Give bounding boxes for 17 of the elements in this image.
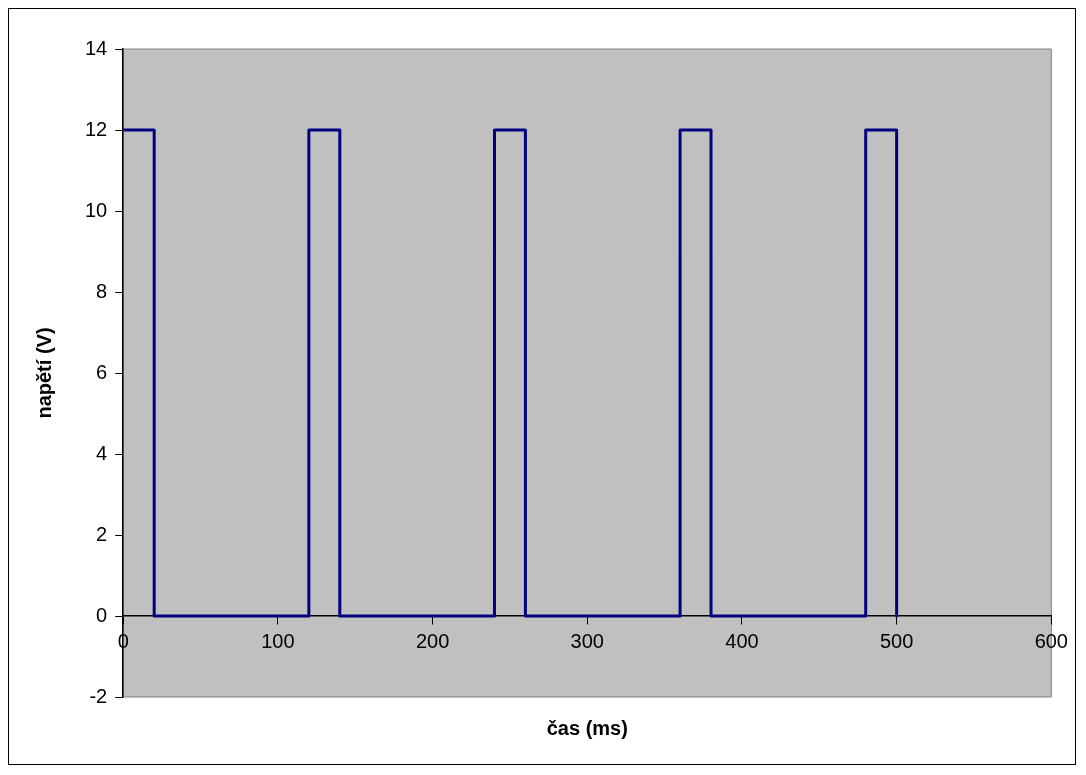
x-tick-label: 100	[261, 629, 295, 652]
y-tick-label: 8	[96, 279, 108, 302]
y-tick-label: 12	[85, 117, 108, 140]
y-tick-label: 2	[96, 522, 108, 545]
x-axis-title: čas (ms)	[546, 716, 628, 739]
y-tick-label: 10	[85, 198, 108, 221]
x-tick-label: 400	[725, 629, 759, 652]
x-tick-label: 300	[570, 629, 604, 652]
y-axis-title: napětí (V)	[32, 327, 55, 419]
y-tick-label: 6	[96, 360, 108, 383]
x-tick-label: 500	[879, 629, 914, 652]
x-tick-label: 200	[415, 629, 450, 652]
y-tick-label: 0	[96, 603, 108, 626]
x-tick-label: 600	[1034, 629, 1068, 652]
y-tick-label: 4	[96, 441, 108, 464]
y-tick-label: -2	[89, 684, 108, 707]
y-tick-label: 14	[85, 36, 108, 59]
